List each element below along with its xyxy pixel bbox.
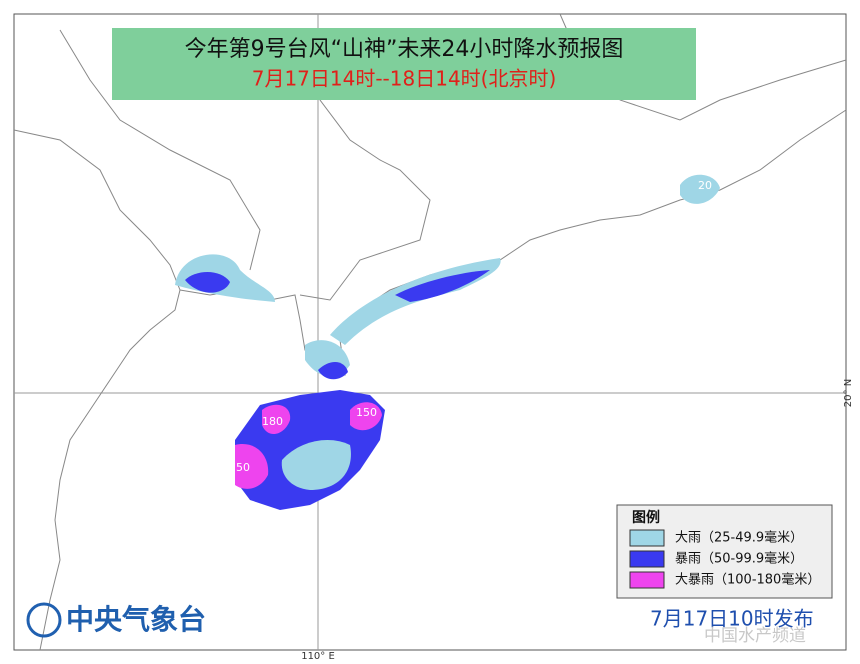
legend: 图例 大雨（25-49.9毫米） 暴雨（50-99.9毫米） 大暴雨（100-180…	[616, 504, 833, 599]
issue-time: 7月17日10时发布	[650, 607, 814, 631]
legend-label: 暴雨（50-99.9毫米）	[675, 551, 803, 567]
legend-swatch	[629, 529, 665, 547]
legend-swatch	[629, 571, 665, 589]
grid	[14, 14, 846, 650]
torrential-rain-area	[235, 444, 269, 489]
grid-label: 20° N	[843, 379, 854, 407]
legend-swatch	[629, 550, 665, 568]
title: 今年第9号台风“山神”未来24小时降水预报图	[185, 37, 624, 62]
coastline	[13, 129, 181, 651]
frame	[13, 13, 847, 651]
legend-title: 图例	[632, 509, 660, 526]
torrential-rain-area	[262, 404, 291, 435]
logo	[26, 602, 62, 638]
rain-areas	[175, 174, 720, 510]
heavy-rain-area	[281, 440, 351, 490]
grid-label: 110° E	[301, 651, 335, 662]
contour-label: 180	[262, 415, 283, 428]
watermark: 中国水产频道	[704, 626, 806, 646]
border	[59, 29, 261, 271]
contour-label: 150	[356, 406, 377, 419]
title-box	[112, 28, 696, 100]
border	[299, 39, 431, 301]
rainstorm-area	[395, 270, 490, 302]
rainstorm-area	[318, 361, 348, 380]
subtitle: 7月17日14时--18日14时(北京时)	[252, 67, 557, 91]
rainstorm-area	[185, 272, 230, 293]
contour-label: 20	[698, 179, 712, 192]
heavy-rain-area	[680, 174, 720, 204]
contour-label: 50	[236, 461, 250, 474]
legend-label: 大雨（25-49.9毫米）	[675, 530, 803, 546]
legend-label: 大暴雨（100-180毫米）	[675, 572, 820, 588]
agency: 中央气象台	[66, 603, 206, 636]
torrential-rain-area	[350, 402, 382, 431]
